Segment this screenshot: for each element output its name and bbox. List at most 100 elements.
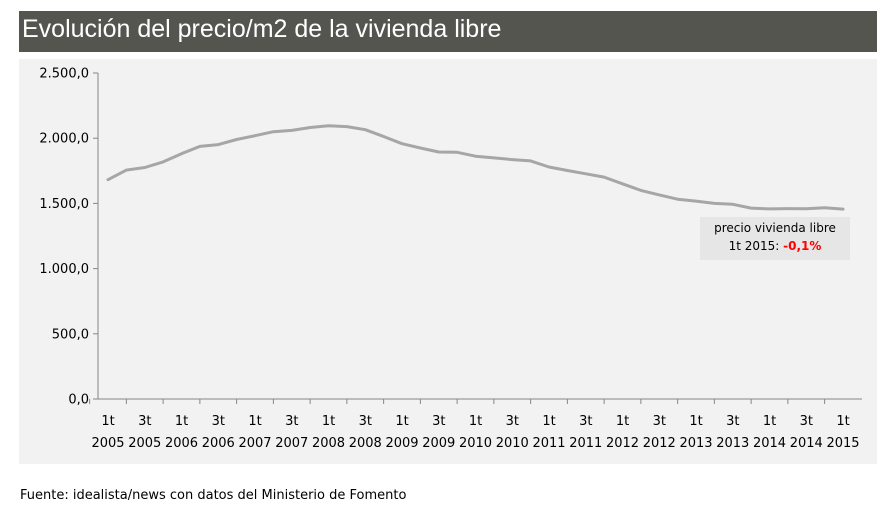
x-tick-label-year: 2006 bbox=[165, 436, 198, 451]
x-tick-label-year: 2011 bbox=[532, 436, 565, 451]
x-tick-label-quarter: 1t bbox=[175, 414, 188, 429]
data-point bbox=[382, 135, 385, 138]
x-tick-label-quarter: 3t bbox=[579, 414, 592, 429]
data-point bbox=[253, 134, 257, 137]
x-tick-label-year: 2015 bbox=[826, 436, 859, 451]
data-point bbox=[143, 166, 146, 169]
x-tick-label-year: 2007 bbox=[275, 436, 308, 451]
data-point bbox=[805, 207, 808, 210]
data-point bbox=[639, 189, 643, 192]
data-point bbox=[584, 172, 587, 175]
x-tick-label-year: 2014 bbox=[753, 436, 786, 451]
x-tick-label-year: 2010 bbox=[496, 436, 529, 451]
x-tick-label-year: 2008 bbox=[312, 436, 345, 451]
data-point bbox=[455, 151, 459, 154]
data-point bbox=[364, 128, 367, 131]
title-bar: Evolución del precio/m2 de la vivienda l… bbox=[19, 11, 877, 52]
data-point bbox=[419, 146, 422, 150]
data-point bbox=[125, 168, 128, 172]
x-tick-label-year: 2012 bbox=[643, 436, 676, 451]
data-point bbox=[621, 182, 624, 186]
data-point bbox=[749, 206, 753, 210]
x-tick-label-year: 2005 bbox=[128, 436, 161, 451]
annotation-period-text: 1t 2015: bbox=[728, 239, 784, 253]
y-tick-label: 0,0 bbox=[68, 393, 89, 408]
data-point bbox=[217, 143, 220, 146]
x-tick-label-quarter: 1t bbox=[689, 414, 702, 429]
data-point bbox=[161, 160, 165, 164]
x-tick-label-quarter: 1t bbox=[469, 414, 482, 429]
x-tick-label-quarter: 1t bbox=[395, 414, 408, 429]
data-point bbox=[106, 178, 110, 181]
x-tick-label-quarter: 3t bbox=[726, 414, 739, 429]
x-tick-label-quarter: 3t bbox=[506, 414, 519, 429]
data-point bbox=[602, 175, 606, 179]
x-tick-label-year: 2007 bbox=[238, 436, 271, 451]
x-tick-label-year: 2014 bbox=[790, 436, 823, 451]
data-point bbox=[345, 125, 349, 128]
annotation-box: precio vivienda libre 1t 2015: -0,1% bbox=[700, 217, 850, 260]
x-tick-label-quarter: 3t bbox=[138, 414, 151, 429]
data-point bbox=[290, 129, 293, 132]
data-point bbox=[492, 156, 496, 160]
data-point bbox=[400, 142, 404, 145]
data-point bbox=[437, 150, 440, 154]
plot-panel bbox=[19, 59, 877, 464]
x-tick-label-quarter: 3t bbox=[800, 414, 813, 429]
y-tick-label: 1.500,0 bbox=[39, 197, 89, 212]
data-point bbox=[327, 124, 330, 128]
x-tick-label-quarter: 1t bbox=[836, 414, 849, 429]
x-tick-label-year: 2013 bbox=[716, 436, 749, 451]
x-tick-label-quarter: 1t bbox=[101, 414, 114, 429]
x-tick-label-year: 2006 bbox=[202, 436, 235, 451]
y-tick-label: 1.000,0 bbox=[39, 262, 89, 277]
data-point bbox=[547, 165, 551, 169]
data-point bbox=[676, 198, 679, 201]
data-point bbox=[511, 158, 514, 161]
x-tick-label-quarter: 3t bbox=[285, 414, 298, 429]
data-point bbox=[308, 126, 312, 129]
data-point bbox=[272, 130, 275, 133]
x-tick-label-quarter: 3t bbox=[359, 414, 372, 429]
x-tick-label-quarter: 1t bbox=[763, 414, 776, 429]
data-point bbox=[566, 169, 569, 172]
data-point bbox=[713, 202, 716, 205]
data-point bbox=[694, 199, 698, 203]
data-point bbox=[768, 207, 771, 211]
data-point bbox=[529, 159, 532, 163]
annotation-label: precio vivienda libre bbox=[714, 221, 836, 235]
y-tick-label: 500,0 bbox=[52, 327, 89, 342]
data-point bbox=[841, 207, 845, 211]
x-tick-label-year: 2012 bbox=[606, 436, 639, 451]
series-line bbox=[106, 124, 845, 211]
x-tick-label-year: 2013 bbox=[679, 436, 712, 451]
x-tick-label-quarter: 1t bbox=[542, 414, 555, 429]
annotation-change: -0,1% bbox=[783, 239, 822, 253]
x-tick-label-year: 2011 bbox=[569, 436, 602, 451]
data-point bbox=[786, 207, 790, 210]
source-note: Fuente: idealista/news con datos del Min… bbox=[20, 488, 407, 503]
chart-title: Evolución del precio/m2 de la vivienda l… bbox=[22, 15, 502, 43]
x-tick-label-quarter: 3t bbox=[212, 414, 225, 429]
data-point bbox=[180, 152, 183, 155]
x-tick-label-year: 2005 bbox=[91, 436, 124, 451]
x-tick-label-year: 2009 bbox=[422, 436, 455, 451]
x-tick-label-year: 2009 bbox=[385, 436, 418, 451]
data-point bbox=[823, 206, 826, 210]
x-tick-label-quarter: 1t bbox=[322, 414, 335, 429]
x-tick-label-quarter: 3t bbox=[432, 414, 445, 429]
data-point bbox=[731, 203, 734, 206]
y-tick-label: 2.000,0 bbox=[39, 132, 89, 147]
y-tick-label: 2.500,0 bbox=[39, 67, 89, 82]
data-point bbox=[658, 193, 661, 197]
x-tick-label-quarter: 3t bbox=[653, 414, 666, 429]
x-tick-label-quarter: 1t bbox=[248, 414, 261, 429]
x-tick-label-year: 2010 bbox=[459, 436, 492, 451]
x-tick-label-year: 2008 bbox=[349, 436, 382, 451]
data-point bbox=[198, 145, 202, 148]
data-point bbox=[474, 154, 477, 158]
annotation-period: 1t 2015: -0,1% bbox=[700, 239, 850, 253]
data-point bbox=[235, 138, 238, 141]
x-tick-label-quarter: 1t bbox=[616, 414, 629, 429]
